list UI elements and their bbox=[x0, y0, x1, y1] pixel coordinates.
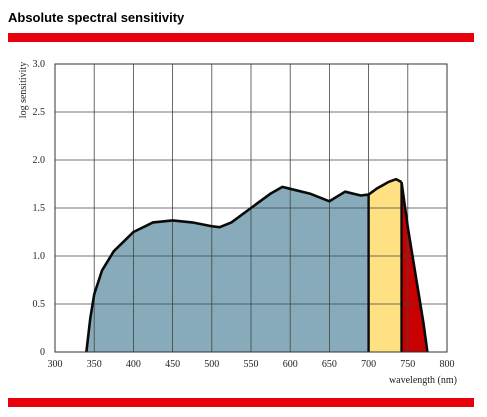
y-tick-label: 1.0 bbox=[33, 251, 46, 262]
y-tick-label: 3.0 bbox=[33, 59, 46, 70]
y-tick-label: 0.5 bbox=[33, 299, 46, 310]
x-tick-label: 450 bbox=[165, 359, 180, 370]
x-tick-label: 300 bbox=[48, 359, 63, 370]
y-tick-label: 2.0 bbox=[33, 155, 46, 166]
curve-line bbox=[367, 177, 403, 196]
x-tick-label: 750 bbox=[400, 359, 415, 370]
curve-line bbox=[85, 185, 369, 353]
x-tick-label: 650 bbox=[322, 359, 337, 370]
area-fill bbox=[368, 179, 402, 352]
bottom-band bbox=[8, 398, 474, 407]
x-axis-label: wavelength (nm) bbox=[389, 375, 457, 386]
x-tick-label: 400 bbox=[126, 359, 141, 370]
y-tick-label: 0 bbox=[40, 347, 45, 358]
y-tick-label: 2.5 bbox=[33, 107, 46, 118]
x-tick-label: 800 bbox=[440, 359, 455, 370]
plot-frame bbox=[54, 63, 448, 353]
area-fill bbox=[86, 186, 369, 352]
x-tick-label: 700 bbox=[361, 359, 376, 370]
x-tick-label: 500 bbox=[204, 359, 219, 370]
chart-title: Absolute spectral sensitivity bbox=[8, 10, 185, 25]
curve-line bbox=[400, 181, 429, 353]
x-tick-label: 550 bbox=[244, 359, 259, 370]
x-tick-label: 600 bbox=[283, 359, 298, 370]
y-tick-label: 1.5 bbox=[33, 203, 46, 214]
y-axis-label: log sensitivity bbox=[18, 62, 29, 118]
top-band bbox=[8, 33, 474, 42]
x-tick-label: 350 bbox=[87, 359, 102, 370]
